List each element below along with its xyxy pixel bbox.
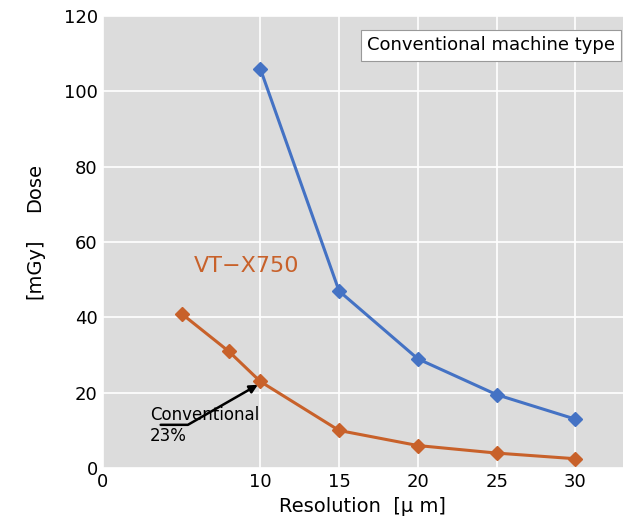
Text: [mGy]: [mGy] (26, 239, 44, 300)
Text: Conventional
23%: Conventional 23% (150, 406, 259, 445)
Text: Dose: Dose (26, 163, 44, 212)
Text: VT−X750: VT−X750 (194, 256, 300, 276)
X-axis label: Resolution  [μ m]: Resolution [μ m] (279, 496, 446, 516)
Text: Conventional machine type: Conventional machine type (367, 36, 615, 54)
